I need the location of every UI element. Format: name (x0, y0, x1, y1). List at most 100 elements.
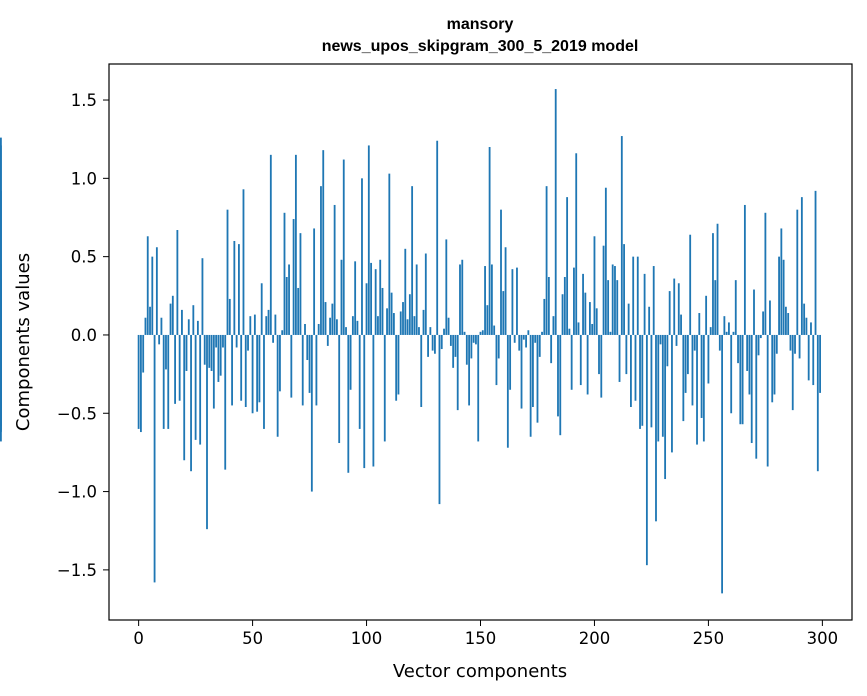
bar (593, 236, 596, 335)
bar (723, 316, 726, 335)
bar (479, 331, 482, 335)
bar (265, 316, 268, 335)
bar (340, 259, 343, 335)
bar (272, 334, 275, 343)
bar (363, 334, 366, 469)
bar (609, 331, 612, 335)
bar (468, 334, 471, 406)
bar (388, 173, 391, 335)
x-tick-label: 200 (579, 629, 611, 648)
bar (160, 317, 163, 335)
bar (732, 331, 735, 335)
bar (215, 334, 218, 348)
bar (283, 212, 286, 335)
bar (274, 314, 277, 335)
bar (333, 204, 336, 335)
bar (399, 311, 402, 335)
bar (235, 334, 238, 348)
bar (431, 334, 434, 351)
bar (233, 240, 236, 335)
bar (281, 330, 284, 335)
bar (315, 334, 318, 406)
bar (361, 178, 363, 335)
bar (251, 334, 254, 414)
bar (367, 145, 370, 335)
bar (244, 334, 247, 407)
bar (210, 334, 213, 371)
bar (668, 291, 671, 335)
bar (725, 331, 728, 335)
bar (481, 330, 484, 335)
bar (525, 334, 527, 348)
bar (794, 334, 796, 354)
bar (557, 334, 559, 417)
bar (249, 316, 252, 335)
bar (712, 233, 714, 335)
bar (436, 140, 439, 335)
bar (490, 264, 493, 335)
bar (219, 334, 222, 376)
bar (620, 136, 623, 335)
bar (288, 264, 290, 335)
y-tick-label: −0.5 (57, 404, 97, 423)
bar (429, 327, 432, 335)
bar (386, 308, 388, 335)
bar (689, 234, 692, 335)
bar (276, 334, 279, 437)
bar (415, 264, 418, 335)
bar (292, 219, 295, 335)
bar (513, 334, 516, 343)
bar (504, 247, 507, 335)
bar (155, 247, 158, 335)
bar (285, 277, 288, 335)
bar (588, 302, 591, 335)
y-tick-label: 0.5 (71, 248, 97, 267)
bar (427, 334, 429, 357)
bar (377, 316, 379, 335)
bar (301, 334, 304, 406)
bar (627, 303, 630, 335)
bar (379, 259, 382, 335)
bar (206, 334, 208, 530)
bar (796, 209, 799, 335)
bar (411, 186, 414, 335)
bar (739, 334, 742, 425)
bar (470, 334, 473, 359)
bar (443, 328, 445, 335)
bar (174, 334, 176, 404)
bar (750, 334, 753, 444)
bar (347, 334, 350, 473)
bar (247, 334, 249, 351)
bar (657, 334, 660, 442)
bar (604, 187, 607, 335)
bar (349, 334, 352, 390)
bar (805, 317, 808, 335)
bar (329, 317, 331, 335)
bar (643, 273, 646, 335)
bar (212, 334, 215, 409)
bar (591, 323, 594, 335)
bar (201, 258, 204, 335)
bar (463, 331, 466, 335)
bar (381, 287, 384, 335)
bar (351, 316, 354, 335)
bar (372, 334, 375, 467)
bar (422, 309, 425, 335)
bar (559, 334, 562, 436)
bar (673, 278, 676, 335)
bar (661, 334, 664, 437)
bar (616, 280, 619, 335)
bar (324, 302, 327, 335)
bar (541, 331, 543, 335)
bar-series (0, 89, 821, 594)
bar (554, 89, 557, 335)
bar (317, 323, 320, 335)
bar (652, 266, 655, 335)
bar (759, 334, 762, 339)
bar (734, 280, 737, 335)
bar (397, 334, 400, 395)
bar (634, 334, 637, 401)
bar (598, 334, 600, 375)
bar (447, 317, 450, 335)
bar (149, 306, 151, 335)
